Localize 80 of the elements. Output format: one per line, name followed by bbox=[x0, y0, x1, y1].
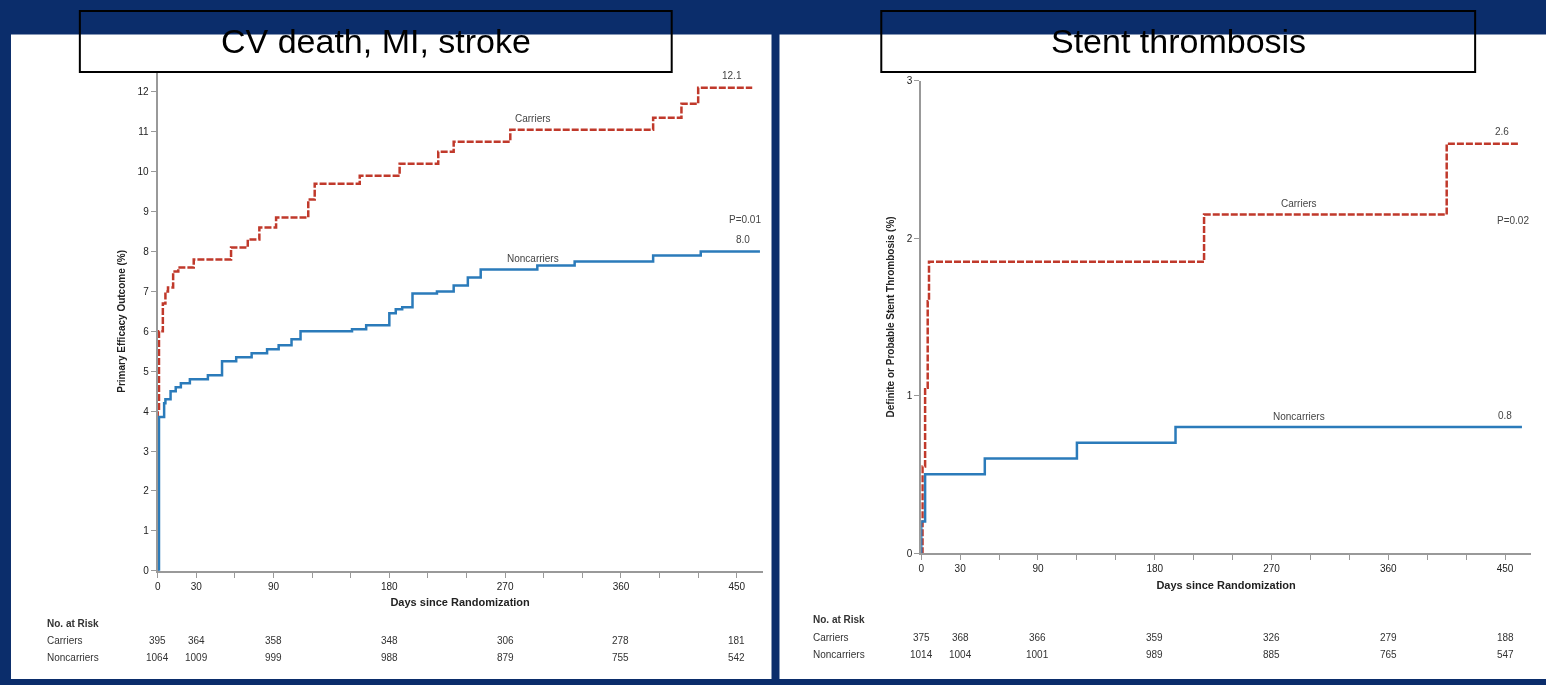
text: 1004 bbox=[949, 649, 972, 660]
x-tick-label: 360 bbox=[612, 580, 630, 592]
x-tick-label: 450 bbox=[1496, 563, 1514, 575]
y-tick-label: 3 bbox=[906, 75, 913, 87]
chart-title: Stent thrombosis bbox=[1051, 22, 1307, 60]
x-tick-label: 180 bbox=[1146, 563, 1164, 575]
y-tick-label: 1 bbox=[906, 390, 913, 402]
x-axis-title: Days since Randomization bbox=[390, 596, 531, 609]
y-tick-label: 9 bbox=[143, 206, 150, 218]
text: 879 bbox=[497, 652, 515, 663]
y-tick-label: 11 bbox=[138, 126, 150, 138]
text: 1001 bbox=[1026, 649, 1049, 660]
annotation: 2.6 bbox=[1495, 126, 1510, 137]
text: No. at Risk bbox=[813, 614, 866, 625]
y-tick-label: 1 bbox=[143, 525, 150, 537]
y-tick-label: 0 bbox=[906, 547, 913, 559]
y-tick-label: 2 bbox=[143, 485, 150, 497]
text: 278 bbox=[612, 635, 630, 646]
x-tick-label: 0 bbox=[154, 580, 161, 592]
x-tick-label: 270 bbox=[1263, 563, 1281, 575]
text: 364 bbox=[188, 635, 206, 646]
text: 279 bbox=[1380, 632, 1398, 643]
text: 395 bbox=[149, 635, 167, 646]
y-tick-label: 5 bbox=[143, 365, 150, 377]
text: 358 bbox=[265, 635, 283, 646]
y-tick-label: 6 bbox=[143, 325, 150, 337]
text: 188 bbox=[1497, 632, 1515, 643]
y-tick-label: 12 bbox=[137, 86, 150, 98]
x-tick-label: 180 bbox=[380, 580, 399, 592]
text: 359 bbox=[1146, 632, 1164, 643]
x-tick-label: 360 bbox=[1379, 563, 1398, 575]
x-tick-label: 30 bbox=[954, 563, 967, 575]
text: 366 bbox=[1029, 632, 1047, 643]
y-axis-title: Primary Efficacy Outcome (%) bbox=[116, 249, 128, 393]
text: 326 bbox=[1263, 632, 1281, 643]
x-axis-title: Days since Randomization bbox=[1156, 578, 1297, 591]
text: 755 bbox=[612, 652, 630, 663]
series-label: Carriers bbox=[1281, 198, 1317, 209]
y-tick-label: 3 bbox=[143, 445, 150, 457]
annotation: 0.8 bbox=[1498, 410, 1513, 421]
text: 348 bbox=[381, 635, 399, 646]
text: 885 bbox=[1263, 649, 1281, 660]
text: 181 bbox=[728, 635, 746, 646]
text: 765 bbox=[1380, 649, 1398, 660]
annotation: 12.1 bbox=[722, 70, 742, 81]
text: 375 bbox=[913, 632, 931, 643]
text: 1014 bbox=[910, 649, 933, 660]
x-tick-label: 30 bbox=[190, 580, 203, 592]
y-tick-label: 4 bbox=[143, 405, 150, 417]
text: Noncarriers bbox=[47, 652, 99, 663]
x-tick-label: 270 bbox=[496, 580, 514, 592]
x-tick-label: 90 bbox=[267, 580, 280, 592]
text: 547 bbox=[1497, 649, 1515, 660]
text: 306 bbox=[497, 635, 515, 646]
series-label: Noncarriers bbox=[507, 253, 559, 264]
y-tick-label: 2 bbox=[906, 232, 913, 244]
x-tick-label: 450 bbox=[728, 580, 746, 592]
annotation: 8.0 bbox=[736, 234, 751, 245]
x-tick-label: 0 bbox=[918, 563, 925, 575]
series-label: Carriers bbox=[515, 113, 551, 124]
text: 1009 bbox=[185, 652, 208, 663]
y-tick-label: 8 bbox=[143, 246, 150, 257]
x-tick-label: 90 bbox=[1032, 563, 1044, 575]
text: 988 bbox=[381, 652, 399, 663]
chart-title: CV death, MI, stroke bbox=[221, 22, 531, 60]
y-tick-label: 10 bbox=[137, 166, 150, 178]
series-label: Noncarriers bbox=[1273, 411, 1325, 422]
annotation: P=0.02 bbox=[1497, 215, 1530, 226]
text: Carriers bbox=[47, 635, 83, 646]
text: Carriers bbox=[813, 632, 849, 643]
y-axis-title: Definite or Probable Stent Thrombosis (%) bbox=[885, 216, 897, 418]
text: 989 bbox=[1146, 649, 1164, 660]
text: 368 bbox=[952, 632, 970, 643]
text: Noncarriers bbox=[813, 649, 865, 660]
text: 1064 bbox=[146, 652, 169, 663]
text: No. at Risk bbox=[47, 618, 100, 629]
text: 999 bbox=[265, 652, 283, 663]
text: 542 bbox=[728, 652, 746, 663]
annotation: P=0.01 bbox=[729, 214, 762, 225]
y-tick-label: 7 bbox=[143, 285, 150, 297]
